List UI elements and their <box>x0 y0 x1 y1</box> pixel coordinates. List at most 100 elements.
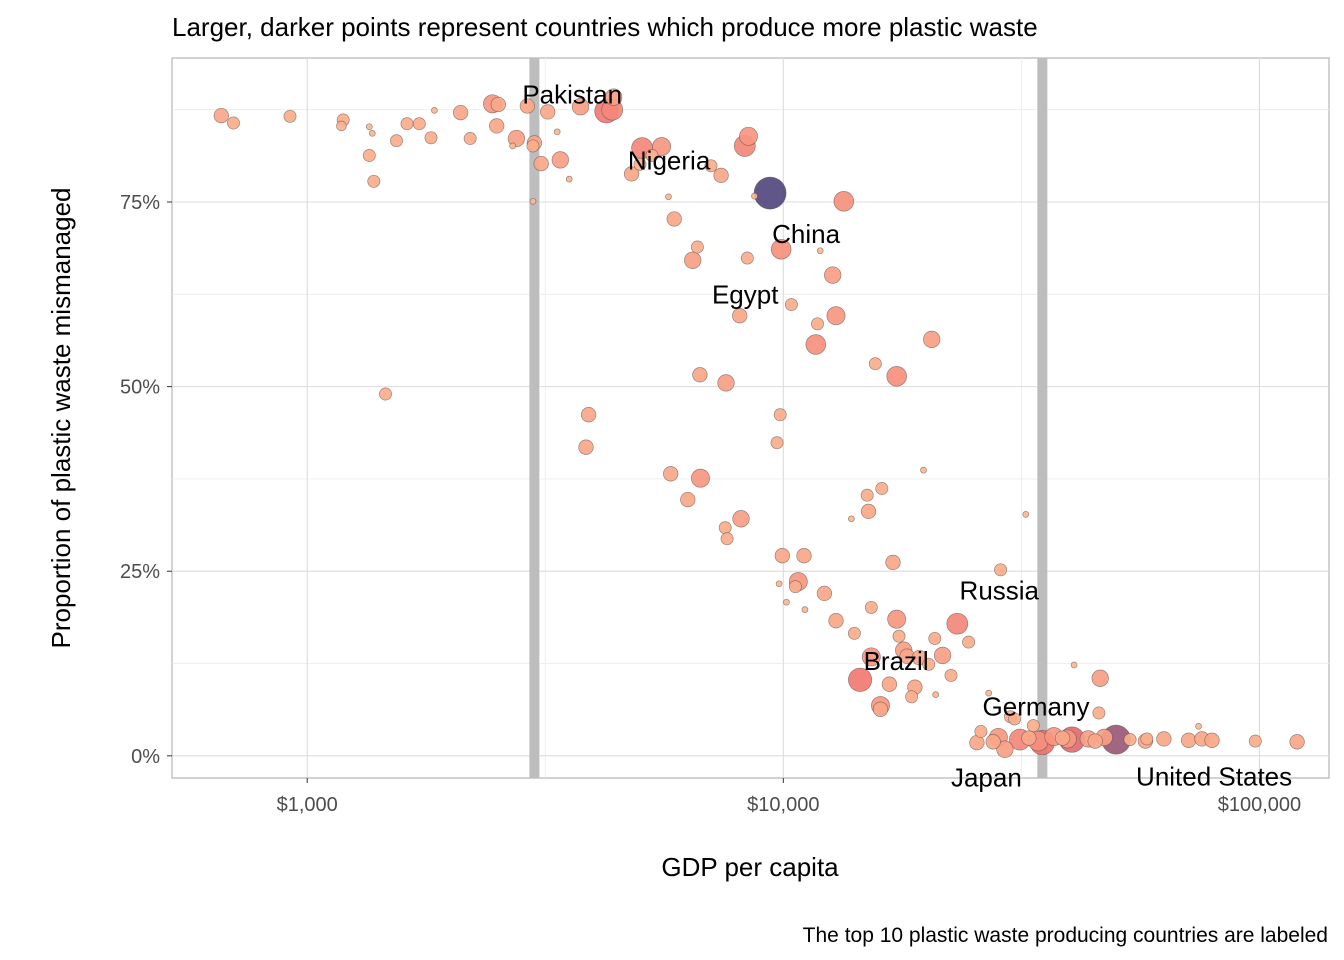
data-point <box>826 306 846 326</box>
data-point <box>519 98 536 114</box>
data-point <box>932 691 940 698</box>
data-point <box>860 488 874 502</box>
data-points <box>213 88 1305 758</box>
data-point <box>732 308 748 324</box>
data-point <box>463 132 477 145</box>
data-point <box>526 139 540 153</box>
data-point <box>796 548 812 564</box>
data-point <box>365 123 373 131</box>
data-point <box>1054 730 1071 746</box>
data-point <box>770 436 784 450</box>
data-point <box>881 676 898 692</box>
x-tick-label: $1,000 <box>277 794 338 816</box>
country-label-egypt: Egypt <box>712 279 779 309</box>
data-point <box>571 98 590 116</box>
data-point <box>784 298 798 312</box>
data-point <box>227 116 240 130</box>
data-point <box>847 626 861 640</box>
x-axis-ticks: $1,000 $10,000 $100,000 <box>277 778 1301 816</box>
data-point <box>962 635 976 649</box>
data-point <box>788 580 802 594</box>
reference-lines <box>529 58 1048 778</box>
data-point <box>529 197 537 205</box>
y-axis-title: Proportion of plastic waste mismanaged <box>46 187 76 648</box>
data-point <box>551 151 569 169</box>
chart-title: Larger, darker points represent countrie… <box>172 12 1038 42</box>
y-axis-ticks: 0% 25% 50% 75% <box>120 192 172 768</box>
data-point <box>875 482 889 495</box>
plot-panel <box>171 57 1330 779</box>
data-point <box>928 631 942 645</box>
data-point <box>578 439 594 455</box>
data-point <box>1289 734 1305 750</box>
data-point <box>1026 719 1040 733</box>
data-point <box>996 740 1014 758</box>
data-point <box>828 613 844 629</box>
data-point <box>1022 511 1030 518</box>
x-axis-title: GDP per capita <box>661 852 839 882</box>
data-point <box>368 129 376 137</box>
data-point <box>692 367 708 383</box>
country-label-pakistan: Pakistan <box>522 80 622 110</box>
country-label-brazil: Brazil <box>864 646 929 676</box>
y-tick-label: 0% <box>131 746 160 768</box>
x-tick-label: $10,000 <box>747 794 819 816</box>
data-point <box>923 330 941 349</box>
data-point <box>892 629 906 643</box>
data-point <box>860 503 877 520</box>
data-point-brazil <box>848 667 873 692</box>
data-point <box>718 521 732 535</box>
data-point <box>666 211 682 227</box>
data-point <box>886 366 907 387</box>
data-point <box>974 725 988 738</box>
data-point <box>565 175 573 183</box>
data-point <box>944 668 958 682</box>
data-point <box>805 334 827 355</box>
data-point <box>283 109 297 123</box>
data-point <box>604 88 623 106</box>
data-point <box>1008 712 1022 726</box>
data-point <box>362 149 376 162</box>
data-point <box>1021 730 1037 746</box>
data-point <box>704 159 718 173</box>
country-label-germany: Germany <box>983 692 1090 722</box>
data-point <box>740 251 754 265</box>
data-point <box>1248 734 1262 748</box>
x-tick-label: $100,000 <box>1218 794 1301 816</box>
data-point <box>1123 733 1137 747</box>
data-point <box>213 107 229 124</box>
data-point <box>367 174 381 188</box>
data-point <box>553 128 561 136</box>
country-label-united-states: United States <box>1136 762 1292 792</box>
data-point-russia <box>946 612 969 635</box>
data-point <box>663 466 679 482</box>
data-point <box>680 491 696 508</box>
data-point <box>1140 732 1154 746</box>
data-point <box>717 374 735 392</box>
data-point <box>732 510 750 528</box>
data-point <box>489 118 505 134</box>
data-point <box>336 120 347 132</box>
data-point <box>1092 706 1106 720</box>
data-point <box>580 407 597 423</box>
data-point <box>379 387 392 401</box>
data-point <box>922 657 936 671</box>
grid-lines <box>172 58 1329 778</box>
data-point <box>861 647 881 667</box>
data-point-nigeria <box>713 167 729 184</box>
data-point <box>431 107 438 114</box>
data-point <box>1180 732 1197 748</box>
data-point <box>424 131 438 145</box>
country-label-china: China <box>772 219 840 249</box>
country-label-nigeria: Nigeria <box>628 145 711 175</box>
data-point <box>933 646 952 665</box>
data-point <box>994 563 1008 577</box>
data-point <box>739 126 758 146</box>
data-point <box>720 532 734 546</box>
data-point <box>885 554 901 571</box>
data-point <box>540 104 556 120</box>
data-point <box>905 690 919 704</box>
data-point <box>848 515 855 523</box>
y-tick-label: 50% <box>120 377 160 399</box>
data-point <box>911 649 927 666</box>
